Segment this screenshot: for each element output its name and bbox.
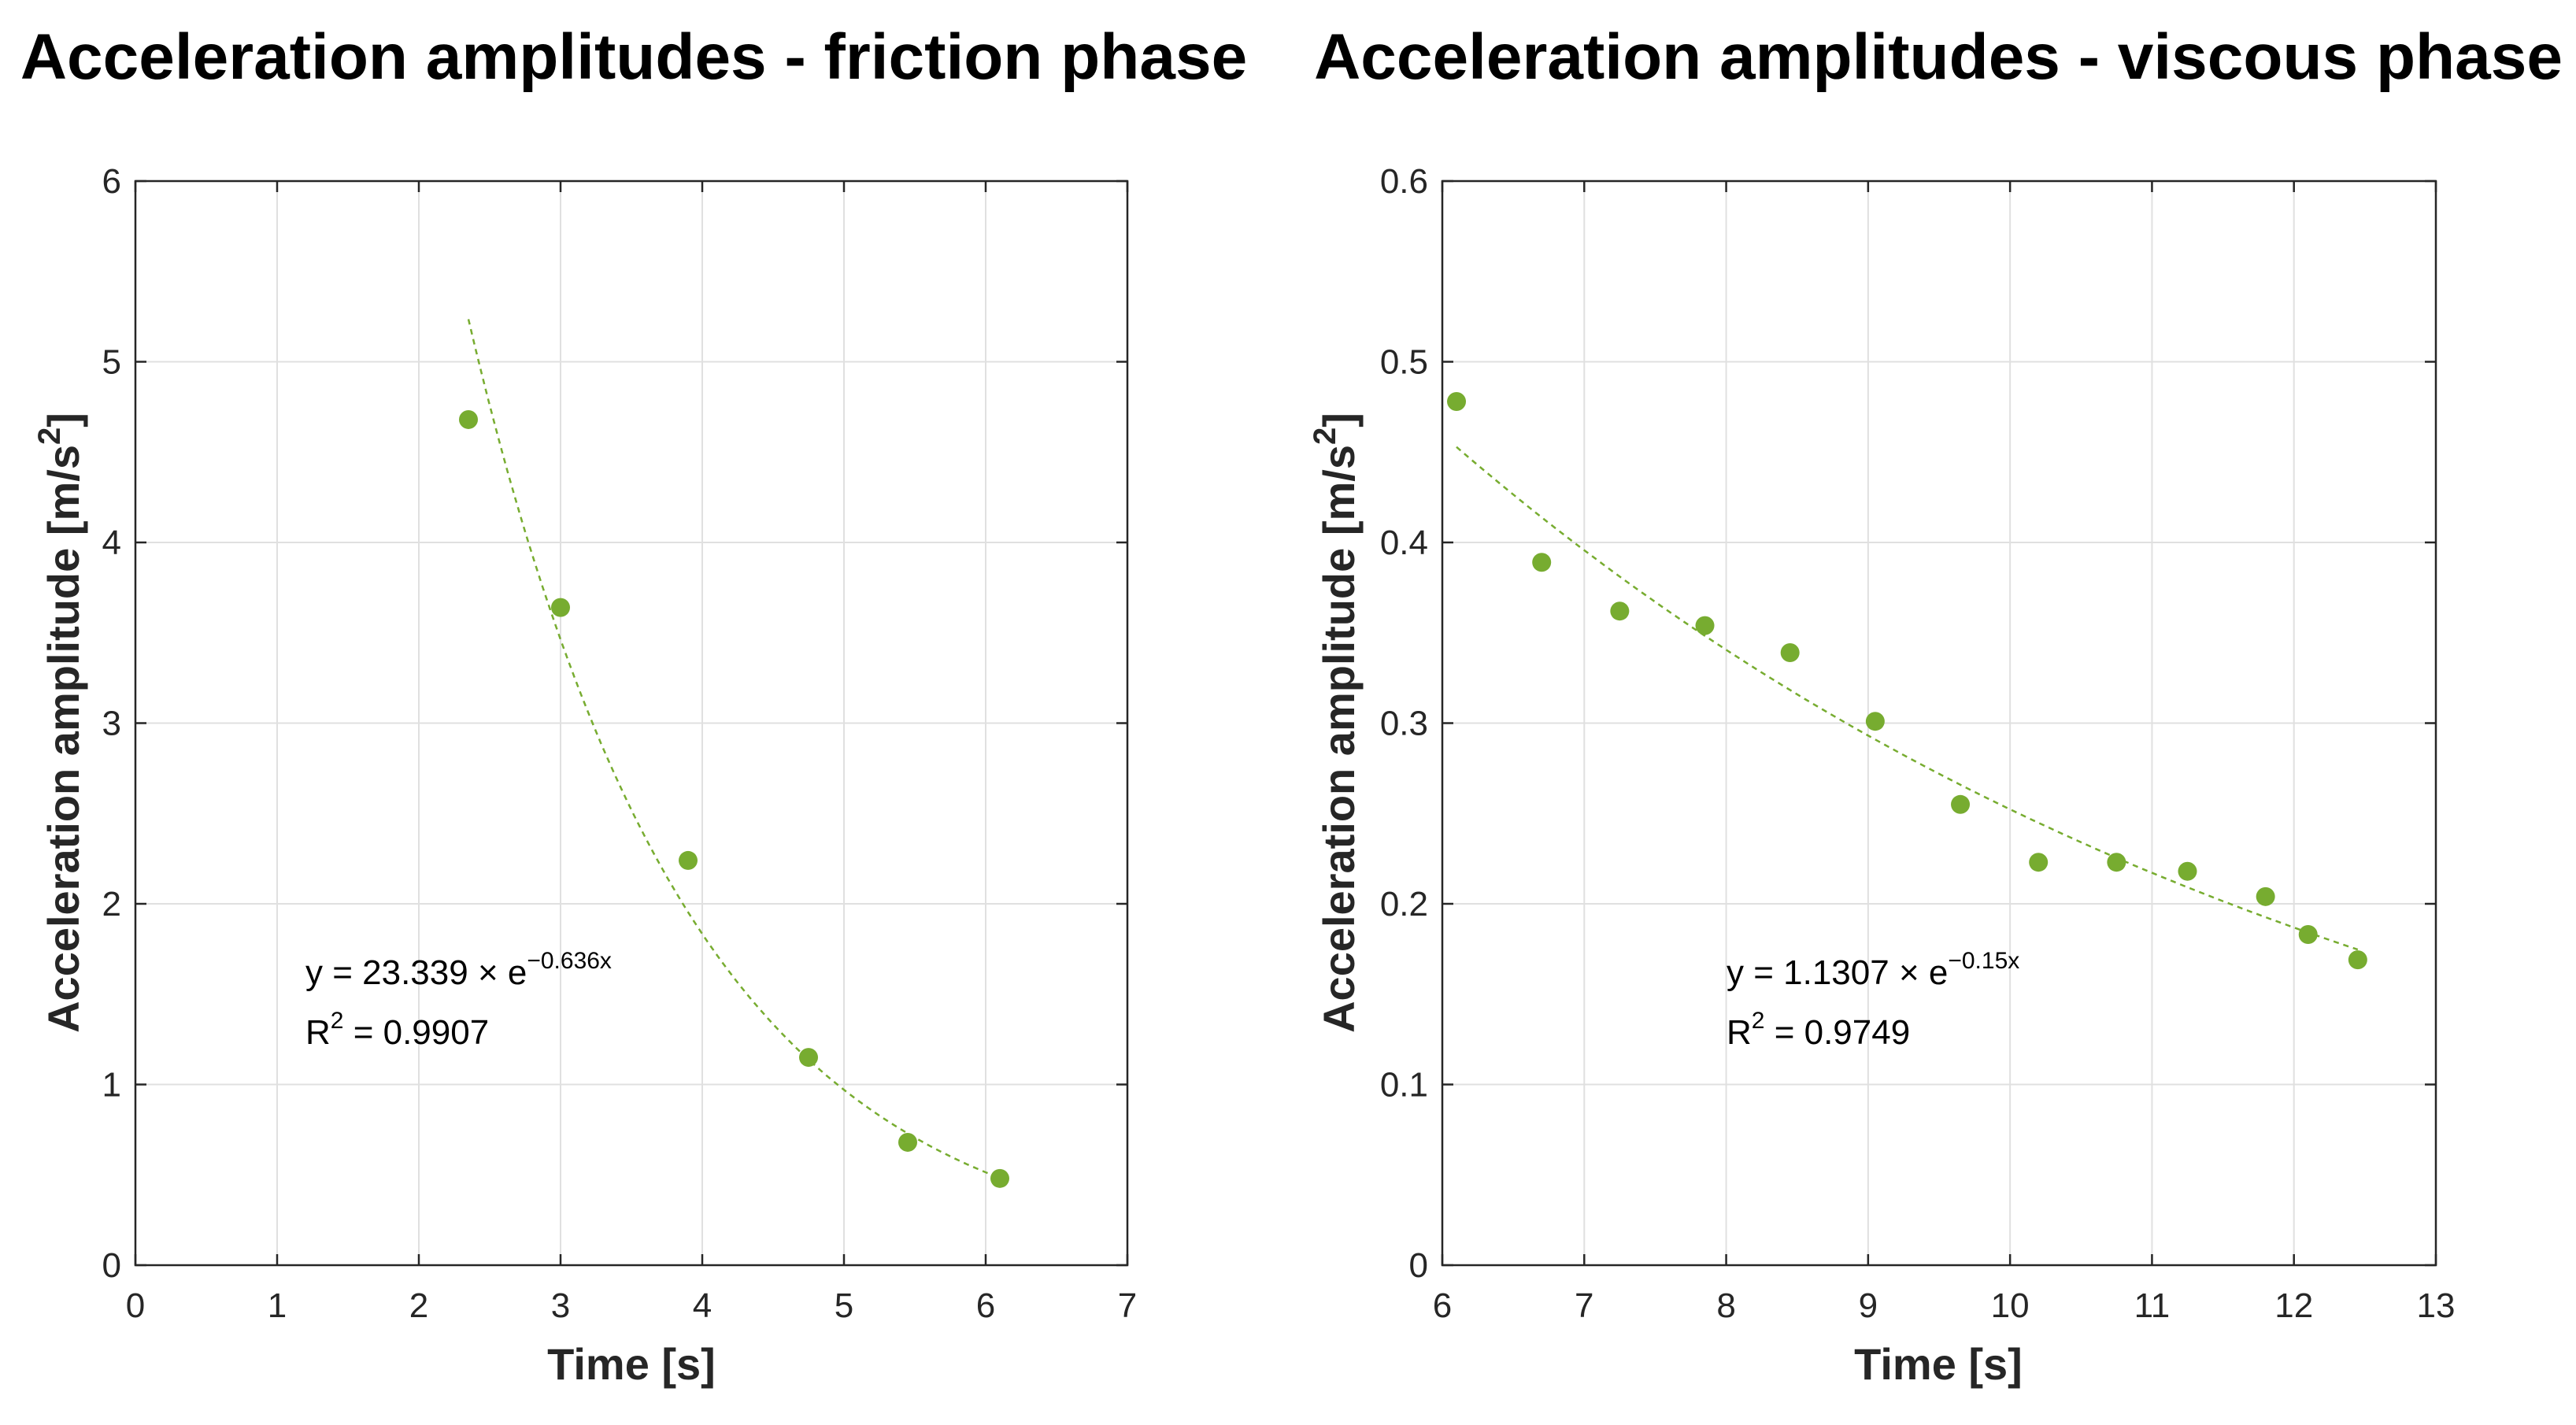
- y-tick-label: 0.6: [1380, 162, 1428, 201]
- fit-equation-exponent: −0.15x: [1948, 948, 2019, 974]
- data-points: [459, 409, 1009, 1188]
- data-point: [799, 1048, 818, 1068]
- fit-curve: [1456, 446, 2359, 951]
- chart-title: Acceleration amplitudes - viscous phase: [1314, 21, 2563, 93]
- data-point: [679, 850, 698, 870]
- r-squared-value: = 0.9907: [343, 1013, 489, 1052]
- x-tick-label: 13: [2417, 1286, 2456, 1325]
- data-point: [1780, 642, 1800, 662]
- data-point: [1532, 553, 1552, 572]
- x-tick-label: 9: [1859, 1286, 1878, 1325]
- data-point: [2298, 925, 2318, 945]
- y-axis-label-superscript: 2: [32, 428, 67, 445]
- x-tick-label: 3: [551, 1286, 570, 1325]
- x-tick-label: 1: [268, 1286, 287, 1325]
- data-point: [1610, 601, 1630, 621]
- x-tick-label: 7: [1118, 1286, 1137, 1325]
- y-axis-label: Acceleration amplitude [m/s2]: [32, 413, 88, 1033]
- x-tick-labels: 6 7 8 9 10 11 12 13: [1433, 1286, 2456, 1325]
- y-tick-label: 0.3: [1380, 705, 1428, 743]
- y-axis-label-main: Acceleration amplitude [m/s: [39, 445, 88, 1033]
- y-axis-label-superscript: 2: [1308, 428, 1342, 445]
- tick-marks: [134, 180, 1129, 1267]
- fit-equation: y = 23.339 × e−0.636x: [305, 948, 612, 992]
- fit-equation: y = 1.1307 × e−0.15x: [1727, 948, 2019, 992]
- x-tick-label: 0: [126, 1286, 145, 1325]
- data-point: [2178, 861, 2197, 881]
- data-point: [2107, 853, 2126, 872]
- y-tick-label: 1: [102, 1066, 121, 1105]
- y-tick-label: 3: [102, 705, 121, 743]
- r-squared-superscript: 2: [331, 1008, 344, 1034]
- tick-marks: [1441, 180, 2437, 1267]
- data-point: [459, 409, 478, 429]
- fit-equation-base: y = 23.339 × e: [305, 953, 527, 992]
- y-tick-label: 6: [102, 162, 121, 201]
- y-tick-label: 4: [102, 524, 121, 562]
- x-tick-label: 5: [835, 1286, 853, 1325]
- r-squared-value: = 0.9749: [1764, 1013, 1910, 1052]
- y-tick-label: 0.4: [1380, 524, 1428, 562]
- y-tick-labels: 0 0.1 0.2 0.3 0.4 0.5 0.6: [1380, 162, 1428, 1285]
- x-tick-label: 11: [2134, 1286, 2171, 1325]
- y-tick-label: 2: [102, 885, 121, 923]
- x-tick-label: 4: [693, 1286, 712, 1325]
- chart-friction-phase: Acceleration amplitudes - friction phase…: [20, 21, 1247, 1389]
- fit-equation-exponent: −0.636x: [527, 948, 612, 974]
- x-axis-label: Time [s]: [547, 1339, 716, 1389]
- chart-viscous-phase: Acceleration amplitudes - viscous phase …: [1308, 21, 2563, 1389]
- data-point: [1865, 712, 1885, 731]
- y-tick-labels: 0 1 2 3 4 5 6: [102, 162, 121, 1285]
- fit-r-squared: R2 = 0.9749: [1727, 1008, 1910, 1052]
- y-tick-label: 0: [1409, 1246, 1428, 1285]
- y-tick-label: 0: [102, 1246, 121, 1285]
- data-points: [1447, 391, 2367, 970]
- r-squared-symbol: R: [305, 1013, 331, 1052]
- data-point: [2348, 950, 2367, 970]
- x-tick-label: 6: [976, 1286, 995, 1325]
- gridlines: [1442, 180, 2437, 1266]
- data-point: [898, 1132, 917, 1152]
- r-squared-superscript: 2: [1752, 1008, 1765, 1034]
- y-tick-label: 0.2: [1380, 885, 1428, 923]
- x-tick-label: 10: [1991, 1286, 2030, 1325]
- x-tick-label: 12: [2274, 1286, 2313, 1325]
- x-tick-label: 2: [409, 1286, 428, 1325]
- y-axis-label-main: Acceleration amplitude [m/s: [1314, 445, 1364, 1033]
- x-axis-label: Time [s]: [1854, 1339, 2023, 1389]
- y-tick-label: 0.1: [1380, 1066, 1428, 1105]
- data-point: [1695, 616, 1715, 635]
- data-point: [1447, 391, 1467, 411]
- data-point: [1951, 794, 1971, 814]
- y-axis-label: Acceleration amplitude [m/s2]: [1308, 413, 1364, 1033]
- gridlines: [135, 180, 1128, 1266]
- data-point: [551, 598, 570, 617]
- y-tick-label: 5: [102, 343, 121, 382]
- fit-r-squared: R2 = 0.9907: [305, 1008, 489, 1052]
- x-tick-label: 7: [1575, 1286, 1593, 1325]
- fit-curve: [467, 319, 1001, 1179]
- r-squared-symbol: R: [1727, 1013, 1752, 1052]
- y-axis-label-end: ]: [39, 413, 88, 428]
- data-point: [2256, 886, 2275, 906]
- fit-equation-base: y = 1.1307 × e: [1727, 953, 1948, 992]
- x-tick-labels: 0 1 2 3 4 5 6 7: [126, 1286, 1137, 1325]
- y-tick-label: 0.5: [1380, 343, 1428, 382]
- y-axis-label-end: ]: [1314, 413, 1364, 428]
- chart-title: Acceleration amplitudes - friction phase: [20, 21, 1247, 93]
- data-point: [2029, 853, 2049, 872]
- x-tick-label: 6: [1433, 1286, 1452, 1325]
- data-point: [990, 1168, 1009, 1188]
- x-tick-label: 8: [1716, 1286, 1735, 1325]
